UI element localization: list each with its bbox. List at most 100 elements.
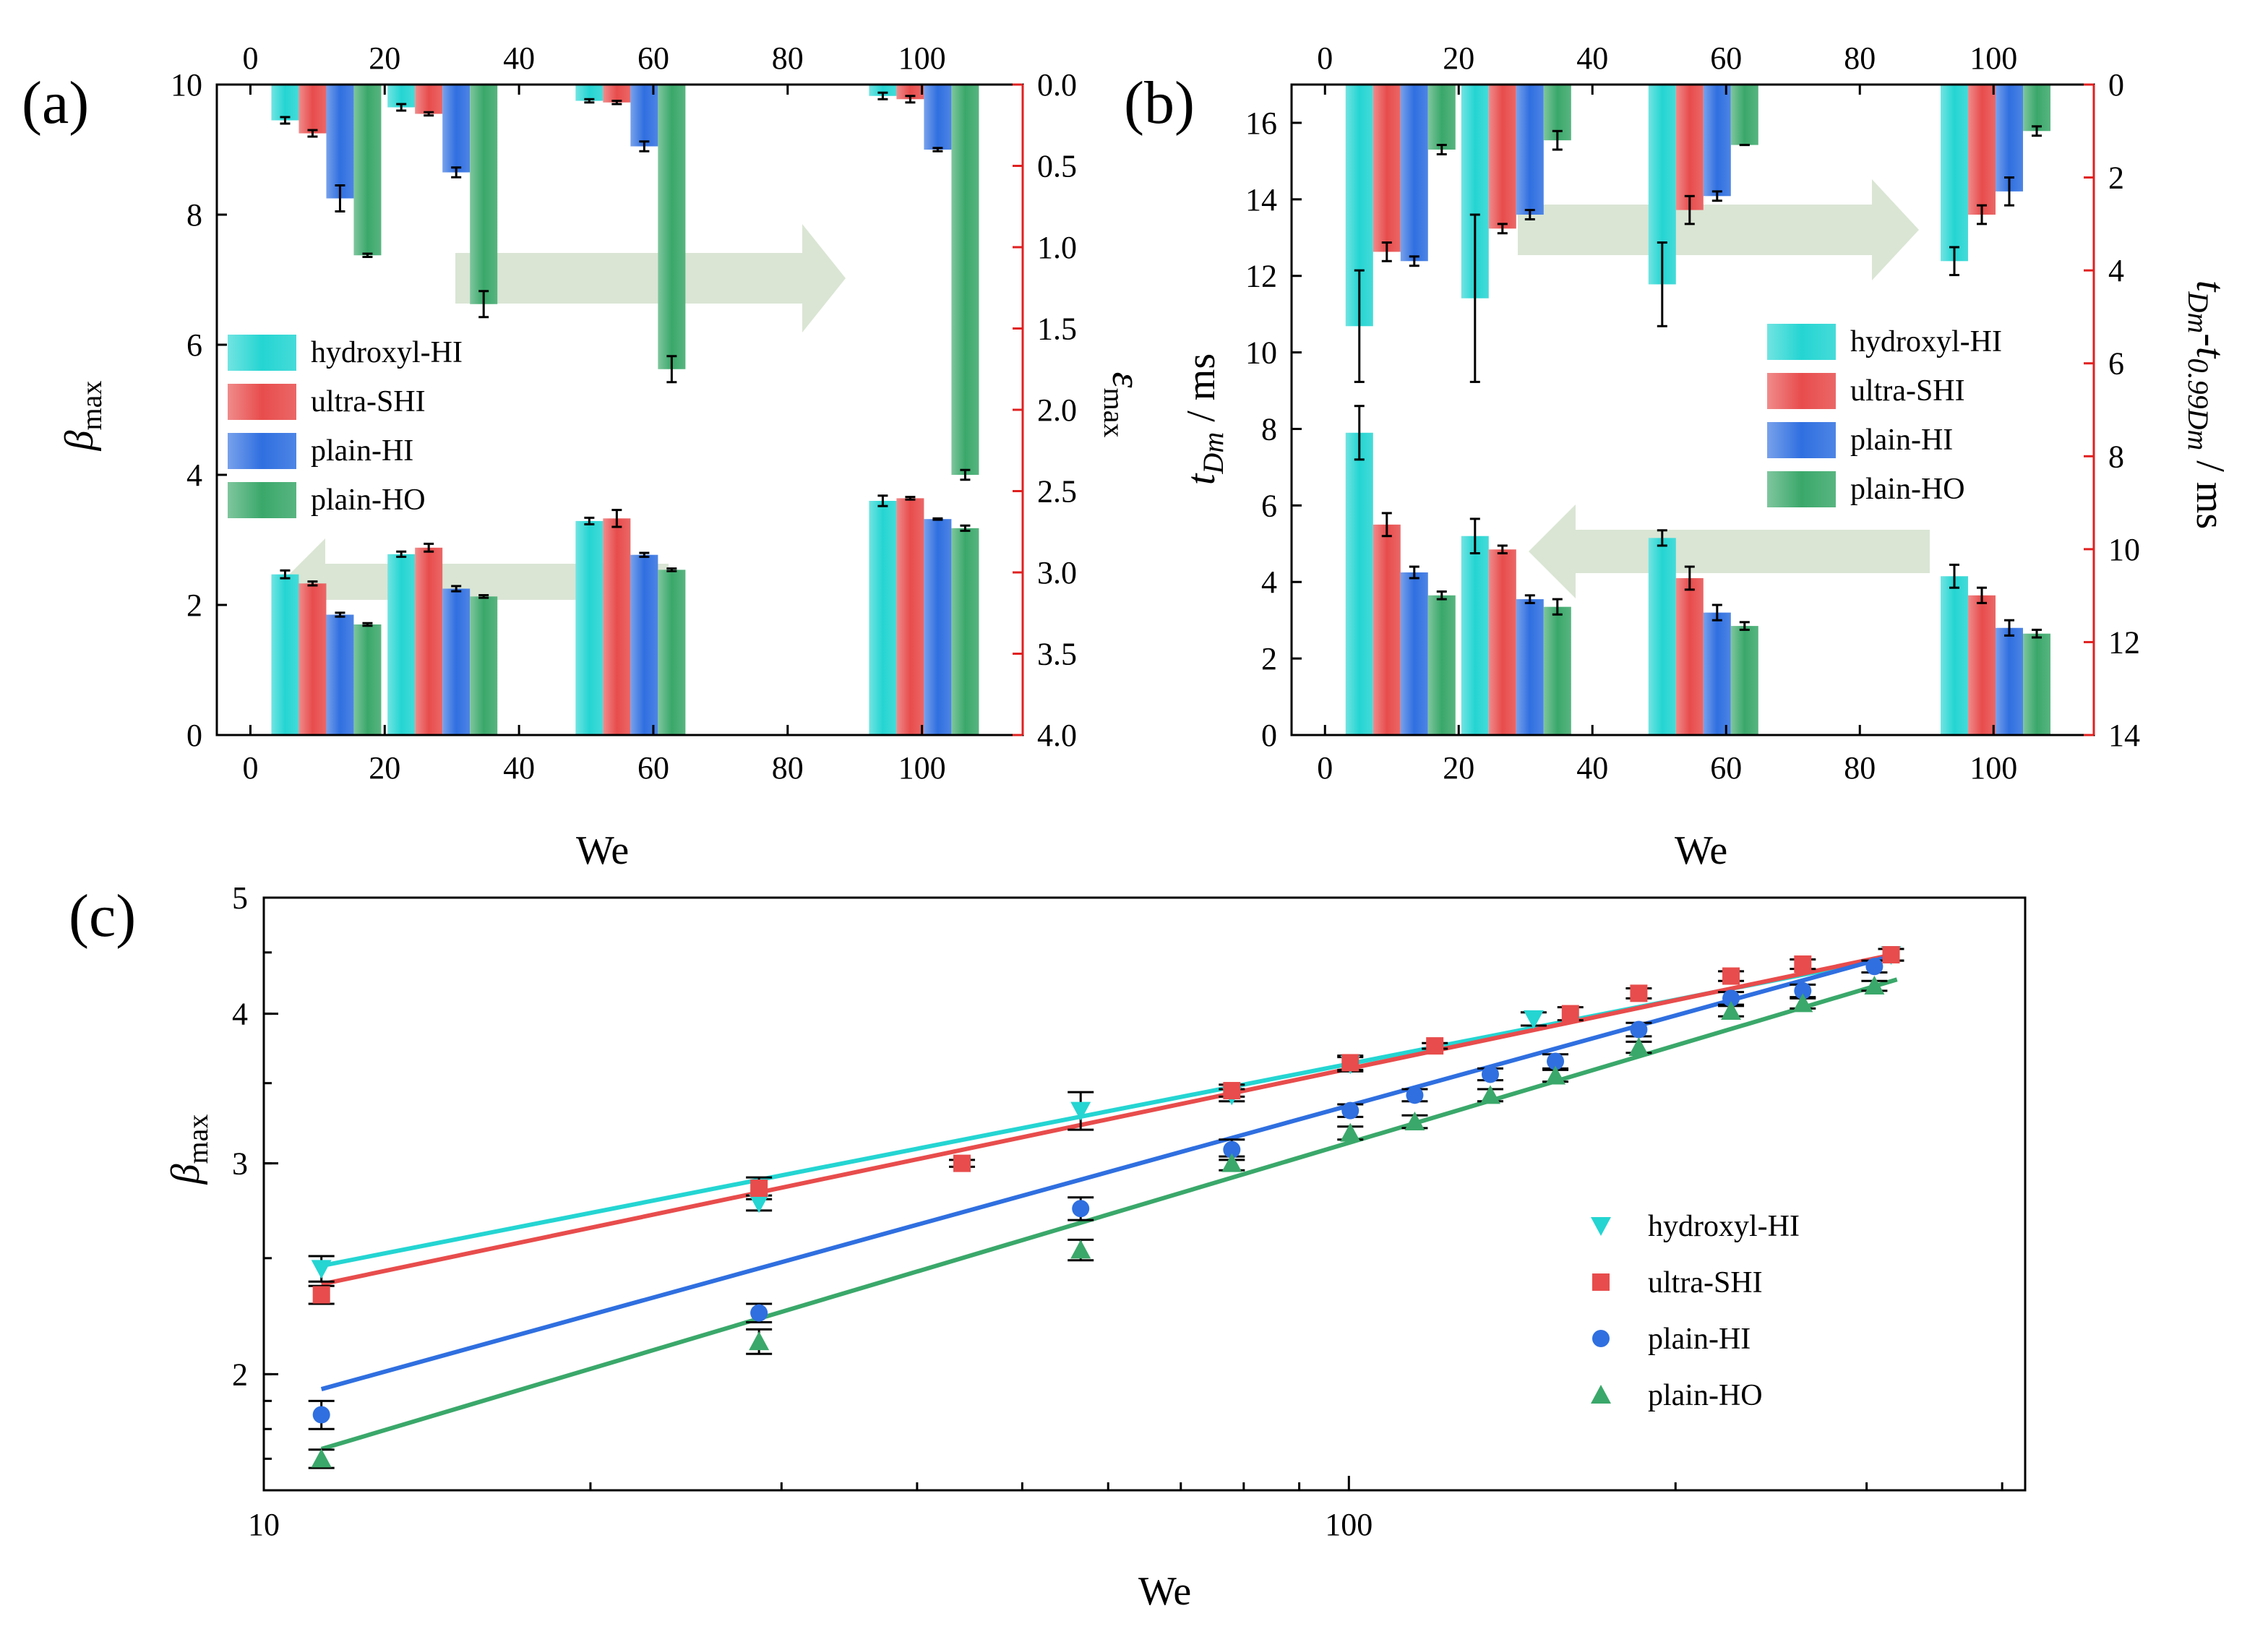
bar-top-a-ultra-SHI-2 — [603, 85, 631, 103]
legend-marker-c-1 — [1592, 1273, 1610, 1291]
ytick-label-b-8: 16 — [1245, 106, 1277, 141]
point-c-plain-HO-2 — [1070, 1239, 1091, 1259]
point-c-plain-HI-9 — [1722, 989, 1740, 1007]
point-c-plain-HO-11 — [1864, 976, 1885, 995]
legend-swatch-a-3 — [228, 482, 296, 518]
bar-a-plain-HO-2 — [658, 570, 686, 735]
yticks-b: 0 2 4 6 8 10 12 14 16 — [1245, 106, 1302, 753]
legend-swatch-a-2 — [228, 433, 296, 469]
y2tick-label-a-4: 2.0 — [1037, 392, 1077, 428]
legend-marker-c-3 — [1591, 1385, 1611, 1404]
bar-a-plain-HI-0 — [326, 614, 354, 735]
bar-a-plain-HO-3 — [951, 528, 979, 735]
ytick-label-b-3: 6 — [1261, 488, 1277, 523]
ylabel-b: tDm / ms — [1179, 353, 1229, 485]
y2tick-label-a-3: 1.5 — [1037, 311, 1077, 347]
ytick-label-a-3: 6 — [186, 327, 202, 363]
chart-c: 10 100 2 3 4 5 We βmax hydroxyl-HI ultra-SHI p… — [163, 880, 2027, 1614]
points-c — [311, 946, 1902, 1468]
bar-top-a-ultra-SHI-1 — [415, 85, 443, 114]
point-c-ultra-SHI-10 — [1882, 946, 1900, 964]
y2tick-label-a-2: 1.0 — [1037, 230, 1077, 265]
bar-a-plain-HI-3 — [924, 519, 952, 735]
bar-a-ultra-SHI-2 — [603, 518, 631, 735]
bar-b-plain-HO-0 — [1427, 595, 1456, 735]
bar-a-ultra-SHI-1 — [415, 547, 443, 735]
y2tick-label-a-7: 3.5 — [1037, 637, 1077, 672]
ytick-label-c-0: 2 — [232, 1357, 248, 1392]
ytick-label-b-1: 2 — [1261, 641, 1277, 676]
bars-b — [1345, 85, 2051, 735]
bar-top-a-plain-HI-3 — [924, 85, 952, 150]
ytick-label-a-5: 10 — [171, 67, 202, 103]
legend-a: hydroxyl-HI ultra-SHI plain-HI plain-HO — [228, 335, 463, 518]
point-c-plain-HO-0 — [311, 1448, 332, 1468]
ytick-label-a-2: 4 — [186, 457, 202, 493]
xtick-label-b-1: 20 — [1443, 750, 1474, 786]
bar-a-ultra-SHI-0 — [298, 583, 327, 735]
y2tick-label-b-7: 14 — [2108, 718, 2140, 753]
bar-b-hydroxyl-HI-2 — [1648, 538, 1676, 735]
bar-top-b-ultra-SHI-0 — [1373, 85, 1401, 252]
xtick-label-c-1: 100 — [1325, 1507, 1373, 1542]
point-c-ultra-SHI-2 — [953, 1154, 971, 1172]
bar-top-b-plain-HO-3 — [2023, 85, 2051, 132]
y2tick-label-a-1: 0.5 — [1037, 149, 1077, 184]
xtick-label-b-4: 80 — [1844, 750, 1876, 786]
point-c-ultra-SHI-0 — [312, 1286, 330, 1304]
ytick-label-b-7: 14 — [1245, 182, 1277, 218]
bar-b-plain-HI-0 — [1400, 572, 1428, 735]
point-c-plain-HI-0 — [312, 1406, 330, 1424]
ytick-label-a-4: 8 — [186, 197, 202, 233]
legend-label-c-2: plain-HI — [1648, 1323, 1751, 1356]
point-c-ultra-SHI-5 — [1426, 1037, 1444, 1055]
ytick-label-b-4: 8 — [1261, 411, 1277, 447]
point-c-plain-HO-1 — [749, 1331, 770, 1351]
fit-line-plain-HO — [320, 977, 1898, 1451]
bar-b-ultra-SHI-0 — [1373, 524, 1401, 735]
bar-b-plain-HI-3 — [1996, 627, 2024, 735]
bar-b-ultra-SHI-2 — [1675, 577, 1704, 735]
y2tick-label-b-0: 0 — [2108, 67, 2124, 103]
legend-label-c-3: plain-HO — [1648, 1379, 1763, 1412]
legend-swatch-b-0 — [1767, 324, 1836, 360]
y2label-a: εmax — [1098, 372, 1148, 438]
legend-marker-c-2 — [1592, 1330, 1610, 1347]
arrow-right-b — [1518, 179, 1919, 280]
ytick-label-b-5: 10 — [1245, 335, 1277, 371]
legend-marker-c-0 — [1591, 1217, 1611, 1236]
yticks-c: 2 3 4 5 — [232, 880, 278, 1492]
fit-lines-c — [320, 951, 1898, 1451]
bar-top-a-hydroxyl-HI-2 — [575, 85, 603, 101]
point-c-plain-HO-5 — [1404, 1112, 1425, 1131]
bar-top-a-plain-HO-0 — [353, 85, 382, 256]
point-c-ultra-SHI-7 — [1630, 984, 1648, 1002]
xlabel-b: We — [1675, 828, 1727, 873]
xtick-top-label-b-1: 20 — [1443, 40, 1474, 76]
xtick-top-label-a-3: 60 — [637, 40, 669, 76]
xtick-top-label-a-0: 0 — [242, 40, 258, 76]
point-c-plain-HO-4 — [1340, 1122, 1361, 1142]
plot-frame-c — [262, 896, 2027, 1492]
bar-b-hydroxyl-HI-1 — [1461, 536, 1489, 735]
xtick-top-label-a-5: 100 — [898, 40, 946, 76]
xtick-label-a-3: 60 — [637, 750, 669, 786]
bar-top-b-plain-HI-3 — [1996, 85, 2024, 192]
bar-b-hydroxyl-HI-0 — [1345, 432, 1373, 735]
legend-label-a-3: plain-HO — [311, 484, 426, 517]
xtick-top-label-a-4: 80 — [772, 40, 804, 76]
point-c-plain-HO-8 — [1628, 1037, 1649, 1057]
bar-top-a-ultra-SHI-0 — [298, 85, 327, 134]
bar-top-b-plain-HI-1 — [1516, 85, 1544, 215]
arrows-b — [1518, 179, 1930, 598]
point-c-ultra-SHI-4 — [1341, 1054, 1359, 1072]
xtick-top-label-b-4: 80 — [1844, 40, 1876, 76]
y2ticks-a: 0.0 0.5 1.0 1.5 2.0 2.5 3.0 3.5 4.0 — [1013, 67, 1077, 753]
xtick-label-b-0: 0 — [1317, 750, 1333, 786]
xtick-label-c-0: 10 — [248, 1507, 280, 1542]
ytick-label-b-6: 12 — [1245, 259, 1277, 294]
bar-top-a-plain-HO-3 — [951, 85, 979, 475]
point-c-hydroxyl-HI-1 — [749, 1194, 770, 1213]
y2tick-label-b-2: 4 — [2108, 253, 2124, 288]
